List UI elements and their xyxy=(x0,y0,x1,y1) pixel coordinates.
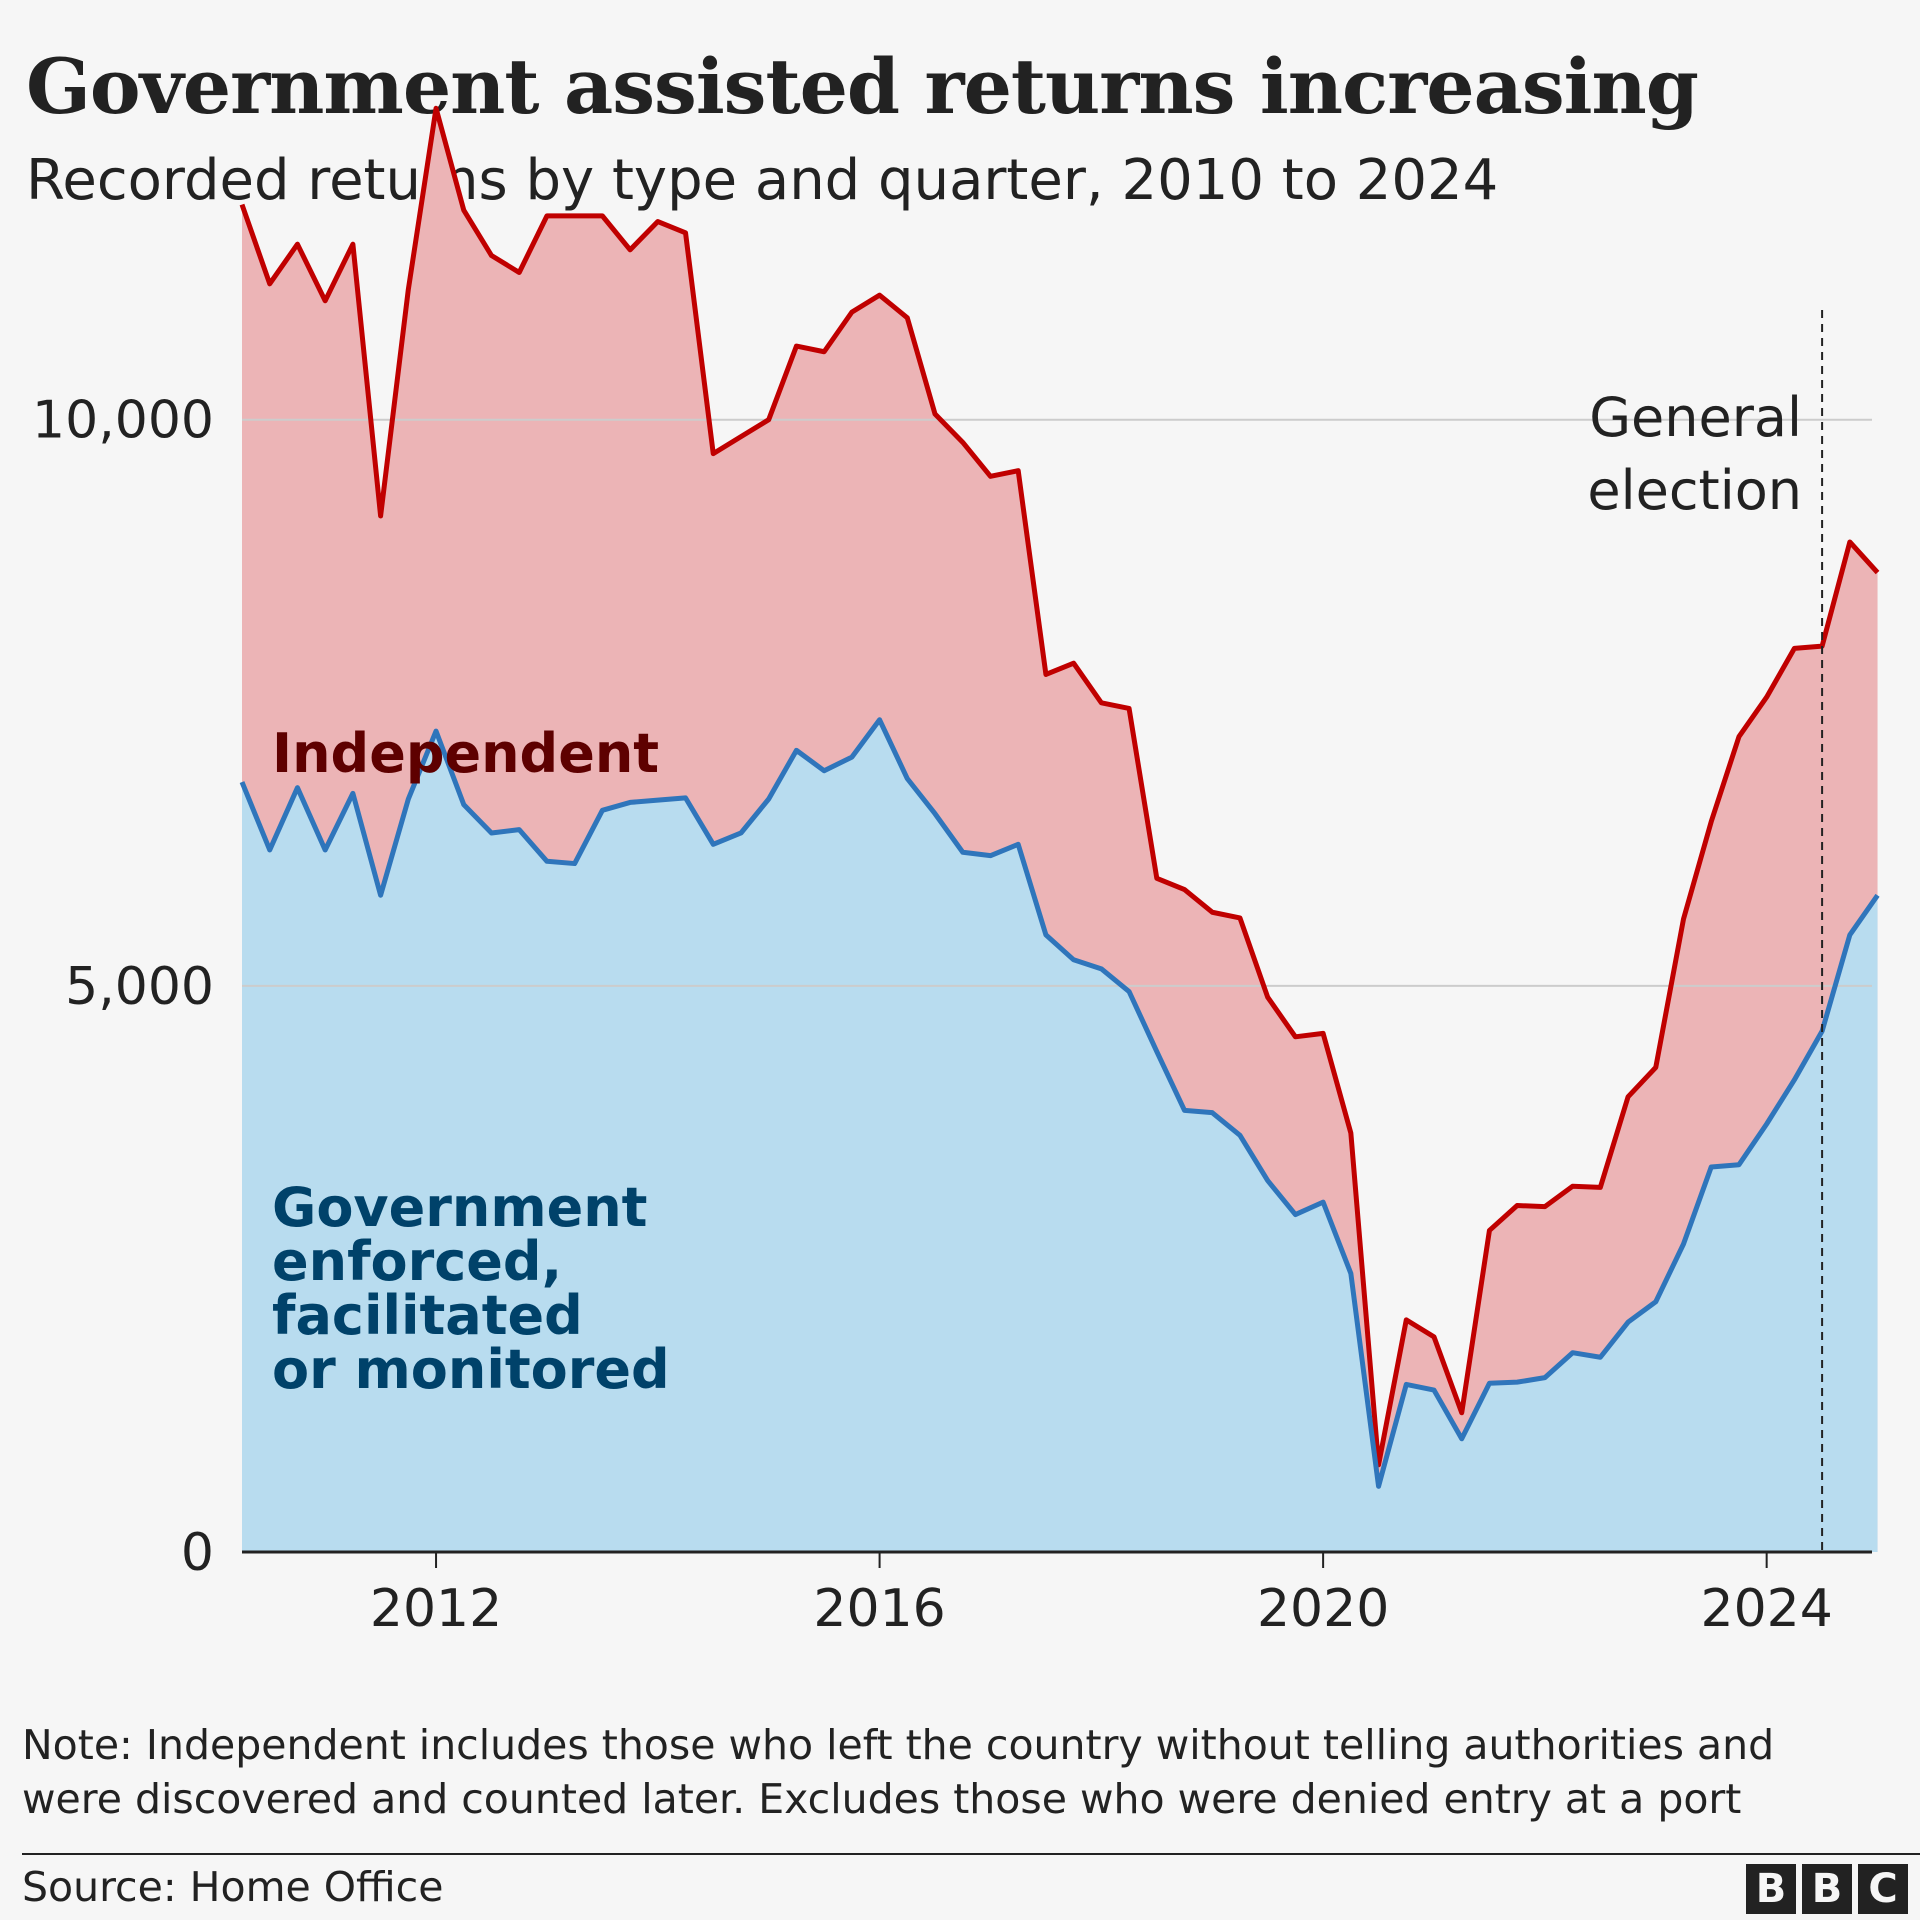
y-tick-label-10000: 10,000 xyxy=(32,391,214,451)
x-tick-label-2024: 2024 xyxy=(1700,1579,1832,1639)
chart-note: Note: Independent includes those who lef… xyxy=(22,1718,1912,1826)
independent-line xyxy=(239,105,1880,1468)
x-tick-label-2020: 2020 xyxy=(1257,1579,1389,1639)
chart-subtitle: Recorded returns by type and quarter, 20… xyxy=(26,148,1499,213)
note-line-1: Note: Independent includes those who lef… xyxy=(22,1721,1775,1769)
logo-letter-c: C xyxy=(1858,1864,1908,1914)
y-tick-label-5000: 5,000 xyxy=(65,957,214,1017)
government-series-label-line-4: or monitored xyxy=(272,1338,670,1401)
government-line xyxy=(239,717,1880,1489)
independent-series-label: Independent xyxy=(272,722,659,785)
government-series-label-line-2: enforced, xyxy=(272,1230,562,1293)
note-line-2: were discovered and counted later. Exclu… xyxy=(22,1775,1742,1823)
logo-letter-b1: B xyxy=(1746,1864,1796,1914)
x-tick-label-2016: 2016 xyxy=(813,1579,945,1639)
annotation-text-line-1: General xyxy=(1589,386,1802,449)
chart-title: Government assisted returns increasing xyxy=(26,42,1699,131)
government-area xyxy=(242,719,1878,1552)
logo-letter-b2: B xyxy=(1802,1864,1852,1914)
footer-divider xyxy=(22,1853,1920,1855)
government-series-label-line-3: facilitated xyxy=(272,1284,583,1347)
y-tick-label-0: 0 xyxy=(181,1523,214,1583)
annotation-text-line-2: election xyxy=(1587,459,1802,522)
source-text: Source: Home Office xyxy=(22,1863,444,1911)
government-series-label-line-1: Government xyxy=(272,1176,647,1239)
bbc-logo: B B C xyxy=(1746,1864,1908,1914)
stacked-area-chart: 0 5,000 10,000 2012 2016 2020 2024 General elect… xyxy=(32,105,1880,1639)
x-tick-label-2012: 2012 xyxy=(370,1579,502,1639)
